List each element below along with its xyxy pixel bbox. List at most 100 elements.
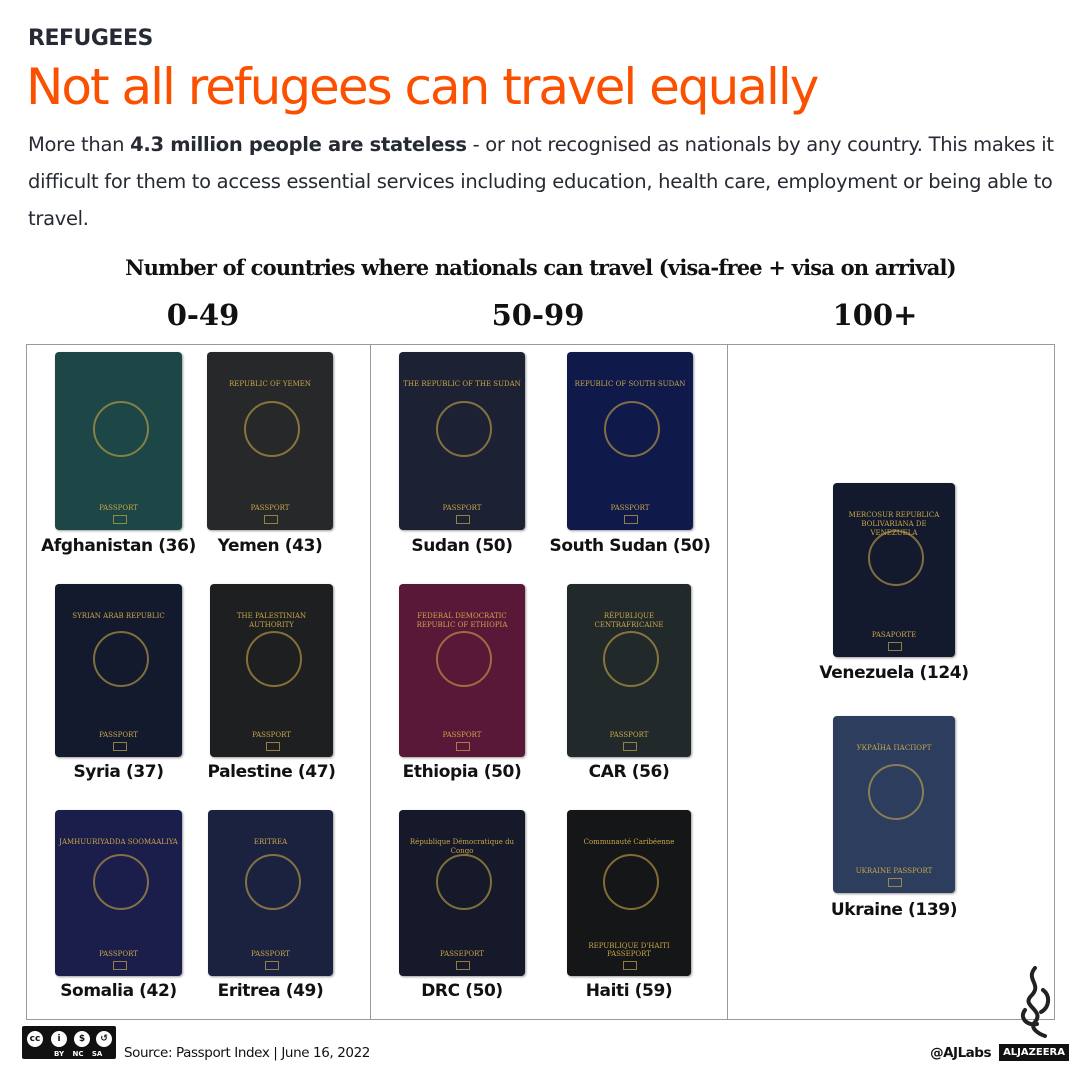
- coat-of-arms-icon: [868, 530, 924, 587]
- passport-word: PASSPORT: [250, 504, 290, 512]
- group-header-100-plus: 100+: [832, 298, 918, 332]
- social-handle: @AJLabs: [930, 1045, 991, 1061]
- country-label-haiti: Haiti (59): [585, 981, 673, 1001]
- group-header-50-99: 50-99: [491, 298, 585, 332]
- passport-word: PASSPORT: [251, 950, 290, 958]
- intro-bold: 4.3 million people are stateless: [130, 133, 467, 156]
- coat-of-arms-icon: [92, 630, 149, 687]
- aljazeera-calligraphy-logo: [1020, 966, 1050, 1038]
- license-text: BY NC SA: [54, 1050, 103, 1058]
- coat-of-arms-icon: [245, 630, 302, 687]
- cover-text: ERITREA: [253, 838, 288, 846]
- biometric-chip-icon: [888, 642, 902, 651]
- aljazeera-logo: ALJAZEERA: [999, 1044, 1069, 1061]
- divider: [727, 344, 728, 1020]
- source: Source: Passport Index | June 16, 2022: [124, 1045, 370, 1061]
- biometric-chip-icon: [112, 742, 127, 751]
- coat-of-arms-icon: [603, 853, 659, 910]
- country-label-ukraine: Ukraine (139): [830, 900, 958, 920]
- passport-word: PASSPORT: [99, 950, 138, 958]
- nc-icon: $: [72, 1029, 92, 1049]
- biometric-chip-icon: [456, 742, 470, 751]
- subheading: Number of countries where nationals can …: [125, 255, 956, 280]
- coat-of-arms-icon: [92, 853, 149, 910]
- passport-grid-frame: [26, 344, 1055, 1020]
- cover-text: République Démocratique du Congo: [409, 838, 515, 855]
- passport-cover-car: RÉPUBLIQUE CENTRAFRICAINE PASSPORT: [567, 584, 691, 757]
- biometric-chip-icon: [624, 515, 638, 524]
- passport-cover-somalia: JAMHUURIYADDA SOOMAALIYA PASSPORT: [55, 810, 182, 976]
- coat-of-arms-icon: [868, 764, 924, 821]
- passport-cover-venezuela: MERCOSUR REPUBLICA BOLIVARIANA DE VENEZU…: [833, 483, 955, 657]
- biometric-chip-icon: [623, 961, 637, 970]
- passport-word: PASSPORT: [99, 731, 138, 739]
- cover-text: FEDERAL DEMOCRATIC REPUBLIC OF ETHIOPIA: [416, 612, 508, 629]
- biometric-chip-icon: [456, 961, 470, 970]
- intro-post: - or not recognised as nationals by any …: [28, 133, 1054, 230]
- kicker: REFUGEES: [28, 26, 153, 51]
- passport-cover-drc: République Démocratique du Congo PASSEPO…: [399, 810, 525, 976]
- coat-of-arms-icon: [436, 400, 492, 457]
- passport-cover-eritrea: ERITREA PASSPORT: [208, 810, 333, 976]
- passport-cover-yemen: REPUBLIC OF YEMEN PASSPORT: [207, 352, 333, 530]
- biometric-chip-icon: [456, 515, 470, 524]
- biometric-chip-icon: [264, 961, 279, 970]
- passport-cover-ethiopia: FEDERAL DEMOCRATIC REPUBLIC OF ETHIOPIA …: [399, 584, 525, 757]
- sa-icon: ↺: [94, 1029, 114, 1049]
- passport-word: PASSPORT: [609, 731, 649, 739]
- cover-text: Communauté Caribéenne: [583, 838, 675, 846]
- cc-icon: cc: [25, 1029, 45, 1049]
- passport-cover-palestine: THE PALESTINIAN AUTHORITY PASSPORT: [210, 584, 333, 757]
- coat-of-arms-icon: [603, 630, 659, 687]
- biometric-chip-icon: [264, 515, 278, 524]
- headline: Not all refugees can travel equally: [26, 58, 819, 116]
- country-label-venezuela: Venezuela (124): [819, 663, 969, 683]
- passport-word: PASAPORTE: [871, 631, 917, 639]
- country-label-eritrea: Eritrea (49): [217, 981, 324, 1001]
- passport-cover-sudan: THE REPUBLIC OF THE SUDAN PASSPORT: [399, 352, 525, 530]
- passport-cover-south-sudan: REPUBLIC OF SOUTH SUDAN PASSPORT: [567, 352, 693, 530]
- biometric-chip-icon: [265, 742, 280, 751]
- biometric-chip-icon: [888, 878, 902, 887]
- coat-of-arms-icon: [604, 400, 660, 457]
- passport-word: PASSPORT: [610, 504, 650, 512]
- coat-of-arms-icon: [244, 400, 300, 457]
- passport-word: PASSPORT: [442, 504, 482, 512]
- passport-cover-ukraine: УКРАЇНА ПАСПОРТ UKRAINE PASSPORT: [833, 716, 955, 893]
- biometric-chip-icon: [112, 961, 127, 970]
- passport-cover-syria: SYRIAN ARAB REPUBLIC PASSPORT: [55, 584, 182, 757]
- passport-word: PASSPORT: [252, 731, 291, 739]
- cover-text: THE REPUBLIC OF THE SUDAN: [403, 380, 521, 388]
- cover-text: REPUBLIC OF YEMEN: [229, 380, 311, 388]
- creative-commons-license-badge: cc i $ ↺ BY NC SA: [22, 1026, 116, 1059]
- coat-of-arms-icon: [436, 630, 492, 687]
- country-label-somalia: Somalia (42): [60, 981, 177, 1001]
- passport-word: PASSEPORT: [440, 950, 484, 958]
- country-label-ethiopia: Ethiopia (50): [402, 762, 522, 782]
- passport-word: REPUBLIQUE D'HAITI PASSEPORT: [588, 942, 670, 958]
- cover-text: УКРАЇНА ПАСПОРТ: [856, 744, 932, 752]
- cover-text: THE PALESTINIAN AUTHORITY: [236, 612, 307, 629]
- passport-word: PASSPORT: [99, 504, 138, 512]
- country-label-sudan: Sudan (50): [411, 536, 513, 556]
- passport-word: PASSPORT: [442, 731, 482, 739]
- by-icon: i: [49, 1029, 69, 1049]
- coat-of-arms-icon: [436, 853, 492, 910]
- passport-cover-haiti: Communauté Caribéenne REPUBLIQUE D'HAITI…: [567, 810, 691, 976]
- coat-of-arms-icon: [92, 400, 149, 457]
- passport-cover-afghanistan: PASSPORT: [55, 352, 182, 530]
- divider: [370, 344, 371, 1020]
- country-label-car: CAR (56): [588, 762, 670, 782]
- passport-word: UKRAINE PASSPORT: [855, 867, 933, 875]
- intro-text: More than 4.3 million people are statele…: [28, 126, 1078, 237]
- country-label-yemen: Yemen (43): [217, 536, 323, 556]
- coat-of-arms-icon: [244, 853, 301, 910]
- cover-text: SYRIAN ARAB REPUBLIC: [72, 612, 165, 620]
- biometric-chip-icon: [112, 515, 127, 524]
- country-label-afghanistan: Afghanistan (36): [41, 536, 196, 556]
- country-label-drc: DRC (50): [421, 981, 503, 1001]
- cover-text: JAMHUURIYADDA SOOMAALIYA: [59, 838, 178, 846]
- cover-text: RÉPUBLIQUE CENTRAFRICAINE: [594, 612, 664, 629]
- group-header-0-49: 0-49: [166, 298, 240, 332]
